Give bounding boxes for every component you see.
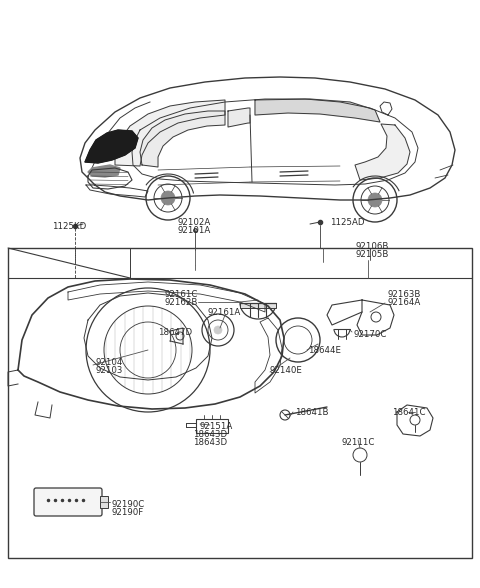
Text: 1125AD: 1125AD: [330, 218, 364, 227]
Polygon shape: [85, 130, 138, 163]
Text: 92102A: 92102A: [178, 218, 211, 227]
Text: 92190C: 92190C: [112, 500, 145, 509]
Polygon shape: [104, 137, 116, 152]
Text: 92151A: 92151A: [200, 422, 233, 431]
Text: 92161A: 92161A: [208, 308, 241, 317]
Text: 92106B: 92106B: [355, 242, 388, 251]
Text: 92163B: 92163B: [388, 290, 421, 299]
Text: 92105B: 92105B: [355, 250, 388, 259]
Text: 1125KD: 1125KD: [52, 222, 86, 231]
Polygon shape: [355, 124, 410, 180]
Bar: [100, 496, 108, 508]
Text: 92170C: 92170C: [354, 330, 387, 339]
Polygon shape: [255, 99, 380, 122]
Text: 18643D: 18643D: [193, 430, 227, 439]
Polygon shape: [228, 108, 250, 127]
Text: 92190F: 92190F: [112, 508, 144, 517]
Polygon shape: [115, 100, 225, 166]
Text: 18643D: 18643D: [193, 438, 227, 447]
Circle shape: [214, 326, 222, 334]
Text: 18641C: 18641C: [392, 408, 425, 417]
Text: 92111C: 92111C: [342, 438, 375, 447]
Text: 18641B: 18641B: [295, 408, 328, 417]
Text: 92162B: 92162B: [165, 298, 198, 307]
Text: 92161C: 92161C: [165, 290, 198, 299]
Text: 92101A: 92101A: [178, 226, 211, 235]
Bar: [196, 419, 228, 433]
Text: 92103: 92103: [95, 366, 122, 375]
FancyBboxPatch shape: [34, 488, 102, 516]
Polygon shape: [140, 111, 225, 167]
Bar: [8, 248, 472, 558]
Text: 92104: 92104: [95, 358, 122, 367]
Bar: [240, 303, 276, 308]
Polygon shape: [88, 165, 120, 177]
Circle shape: [368, 193, 382, 207]
Text: 92140E: 92140E: [270, 366, 303, 375]
Circle shape: [161, 191, 175, 205]
Text: 18644E: 18644E: [308, 346, 341, 355]
Text: 92164A: 92164A: [388, 298, 421, 307]
Text: 18647D: 18647D: [158, 328, 192, 337]
